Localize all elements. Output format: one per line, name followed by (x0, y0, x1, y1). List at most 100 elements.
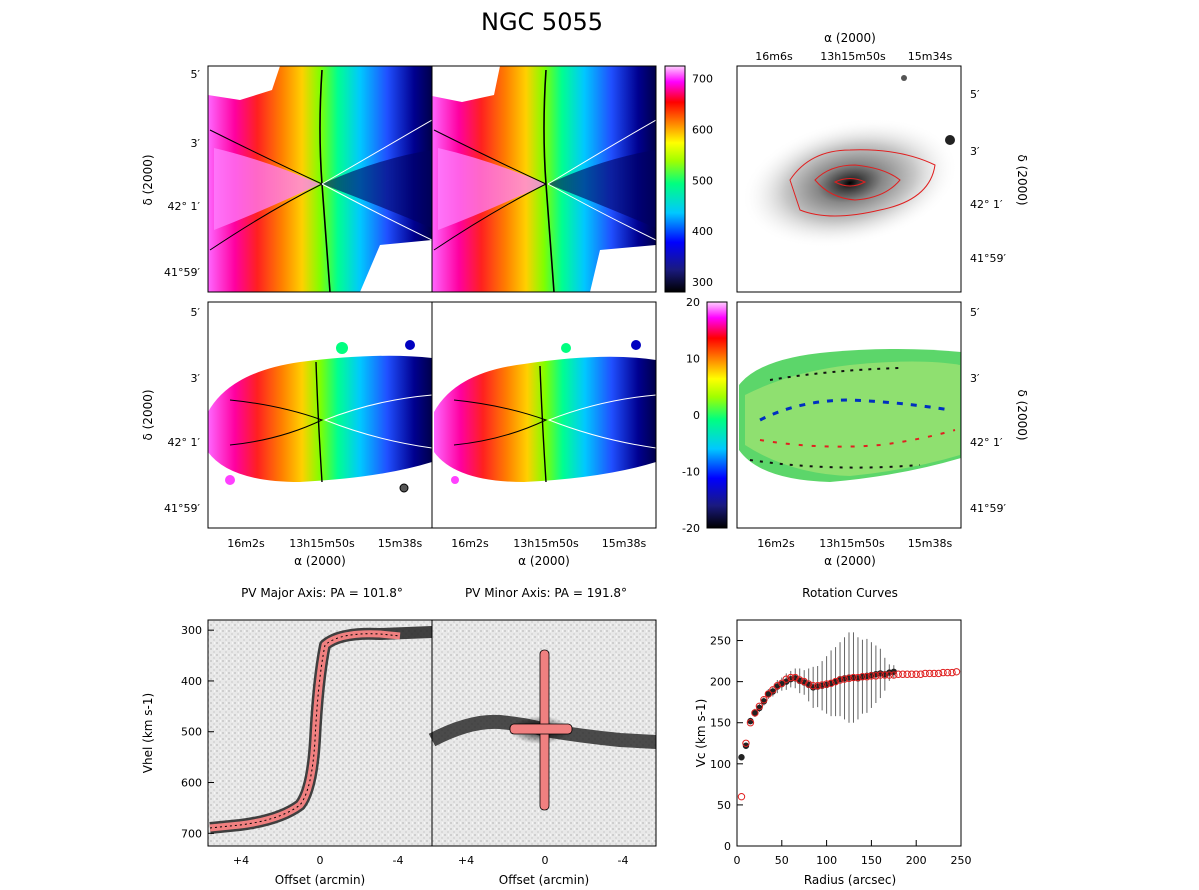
ra-label-top: α (2000) (824, 31, 876, 45)
pv-ylabel: Vhel (km s-1) (141, 693, 155, 773)
rc-point-red (894, 670, 902, 678)
rc-point-red (804, 680, 813, 688)
rc-point-red (760, 696, 768, 704)
rc-point-red (885, 671, 894, 679)
rc-point-red (939, 668, 947, 677)
pv-y-tick: 500 (181, 726, 202, 739)
rc-x-tick-label: 200 (906, 854, 927, 867)
dec-tick-right-1-row2: 42° 1′ (970, 436, 1003, 449)
pv-minor-title: PV Minor Axis: PA = 191.8° (465, 586, 627, 600)
pv-y-tick: 400 (181, 675, 202, 688)
velocity-field-model (208, 66, 432, 292)
rc-point-red (796, 676, 804, 684)
rc-point-red (921, 669, 929, 678)
velocity-colorbar-tick: 700 (692, 73, 713, 86)
ra-label-bottom-1: α (2000) (294, 554, 346, 568)
optical-image (737, 66, 961, 292)
ra-top-tick-2: 13h15m50s (820, 50, 886, 63)
pv-xlabel-major: Offset (arcmin) (275, 873, 365, 887)
rc-point-red (867, 672, 876, 680)
rc-point-red (755, 702, 764, 710)
rc-point-red (787, 673, 795, 682)
rc-point-red (818, 681, 826, 689)
rotation-curve-xlabel: Radius (arcsec) (804, 873, 896, 887)
velocity-colorbar-tick: 600 (692, 123, 713, 136)
velocity-colorbar-ticks: 700 600 500 400 300 (692, 73, 713, 289)
pv-major-xtick-3: -4 (393, 854, 404, 867)
rc-point-red (930, 669, 938, 678)
pv-y-tick: 600 (181, 777, 202, 790)
residual-colorbar-tick: -10 (682, 466, 700, 479)
rotation-curve-frame (736, 619, 962, 847)
ra-bot-tick-1a: 16m2s (227, 537, 265, 550)
rc-point-black (751, 709, 759, 717)
rc-x-tick-label: 50 (775, 854, 789, 867)
rc-y-tick-label: 250 (710, 635, 731, 648)
velocity-field-observed (432, 66, 656, 292)
rc-point-red (836, 676, 844, 684)
pv-major-title: PV Major Axis: PA = 101.8° (241, 586, 403, 600)
rc-point-red (778, 679, 786, 687)
dec-tick-right-59-row1: 41°59′ (970, 252, 1006, 265)
rc-y-tick-label: 50 (717, 799, 731, 812)
rc-point-red (912, 670, 920, 678)
dec-tick-59-row2: 41°59′ (164, 502, 200, 515)
residual-colorbar-ticks: 20 10 0 -10 -20 (682, 296, 700, 535)
residual-colorbar (706, 301, 728, 529)
rotation-curve-plot: 0 50 100 150 200 250 0 50 100 150 200 250 (710, 632, 972, 867)
rc-point-red (854, 673, 862, 682)
dec-tick-right-3-row1: 3′ (970, 145, 980, 158)
dec-tick-1-row1: 42° 1′ (168, 200, 201, 213)
residual-map (739, 349, 961, 482)
dec-tick-right-5-row1: 5′ (970, 88, 980, 101)
residual-colorbar-tick: -20 (682, 522, 700, 535)
ra-bot-tick-2c: 15m38s (602, 537, 647, 550)
rc-point-red (845, 674, 853, 683)
rotation-curve-title: Rotation Curves (802, 586, 898, 600)
pv-minor-xtick-3: -4 (618, 854, 629, 867)
rc-x-tick-label: 0 (734, 854, 741, 867)
dec-tick-5-row1: 5′ (191, 68, 201, 81)
rc-point-red (809, 682, 817, 690)
dec-label-row2: δ (2000) (141, 389, 155, 440)
rc-point-red (840, 675, 849, 683)
rc-point-red (943, 668, 952, 677)
dec-tick-right-59-row2: 41°59′ (970, 502, 1006, 515)
dec-tick-right-1-row1: 42° 1′ (970, 198, 1003, 211)
residual-colorbar-tick: 20 (686, 296, 700, 309)
ra-top-tick-3: 15m34s (908, 50, 953, 63)
pv-major-xtick-1: +4 (233, 854, 249, 867)
rc-point-red (800, 677, 808, 686)
pv-major-xtick-2: 0 (317, 854, 324, 867)
rc-point-red (872, 672, 880, 680)
rc-point-red (948, 668, 956, 677)
rc-x-tick-label: 250 (951, 854, 972, 867)
dec-tick-3-row1: 3′ (191, 137, 201, 150)
rc-point-red (908, 670, 916, 678)
rc-point-red (751, 709, 759, 717)
rc-y-tick-label: 200 (710, 676, 731, 689)
rc-point-red (769, 686, 777, 694)
pv-xlabel-minor: Offset (arcmin) (499, 873, 589, 887)
rc-point-black (742, 742, 750, 749)
ra-bot-tick-3a: 16m2s (757, 537, 795, 550)
dec-tick-5-row2: 5′ (191, 306, 201, 319)
velocity-colorbar (664, 65, 686, 293)
rc-point-red (863, 673, 871, 681)
ra-bot-tick-2b: 13h15m50s (513, 537, 579, 550)
residual-velocity-model (208, 340, 432, 493)
rc-point-red (858, 673, 867, 681)
ra-label-bottom-2: α (2000) (518, 554, 570, 568)
dec-tick-3-row2: 3′ (191, 372, 201, 385)
rc-point-red (876, 671, 885, 679)
rc-point-red (952, 668, 961, 676)
figure-title: NGC 5055 (481, 8, 603, 36)
rotation-curve-ylabel: Vc (km s-1) (694, 699, 708, 768)
rc-point-red (925, 669, 934, 678)
rc-point-red (813, 682, 822, 690)
residual-colorbar-tick: 0 (693, 409, 700, 422)
ra-bot-tick-3b: 13h15m50s (819, 537, 885, 550)
rc-point-red (916, 670, 925, 678)
dec-label-right-row2: δ (2000) (1015, 389, 1029, 440)
